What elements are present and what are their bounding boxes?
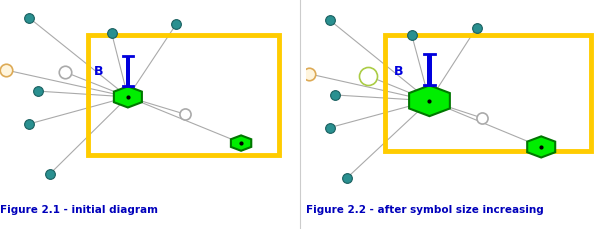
Text: B: B [394,65,404,78]
Bar [126,56,130,86]
Polygon shape [409,85,450,116]
Text: Figure 2.2 - after symbol size increasing: Figure 2.2 - after symbol size increasin… [306,205,544,215]
Bar [88,35,279,155]
Polygon shape [231,135,251,151]
Text: B: B [94,65,104,78]
Polygon shape [527,136,555,158]
Bar [427,54,431,85]
Bar [385,35,591,151]
Polygon shape [114,86,142,107]
Text: Figure 2.1 - initial diagram: Figure 2.1 - initial diagram [0,205,158,215]
